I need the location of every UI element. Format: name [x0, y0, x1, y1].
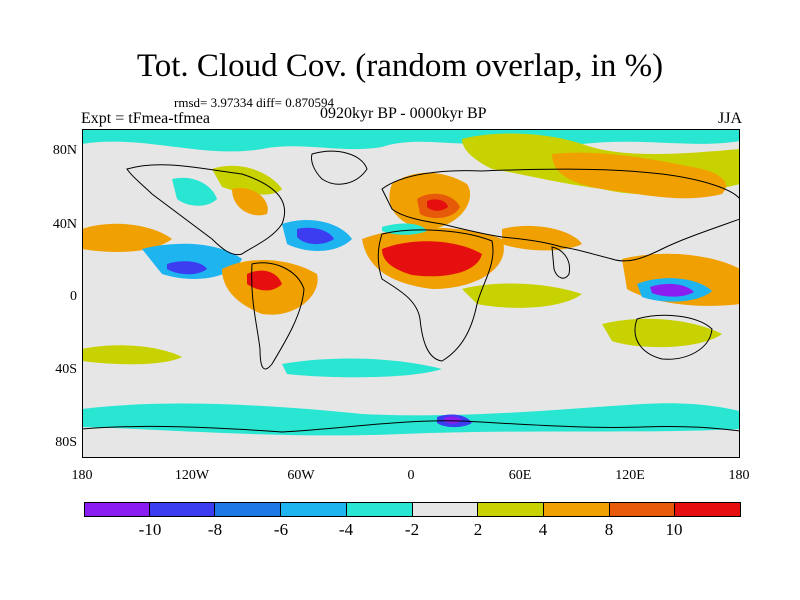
map-frame — [82, 129, 740, 458]
colorbar-swatch — [149, 502, 216, 516]
australia-coast — [634, 314, 713, 360]
colorbar-swatch — [478, 502, 544, 516]
colorbar-label: -8 — [207, 520, 223, 539]
pacific-orange-w — [82, 223, 172, 252]
colorbar-swatch — [543, 502, 610, 516]
statistics-text: rmsd= 3.97334 diff= 0.870594 — [174, 95, 334, 110]
na-cyan — [172, 177, 217, 206]
colorbar-label: -4 — [338, 520, 354, 539]
na-orange — [232, 188, 268, 216]
colorbar-swatch — [346, 502, 413, 516]
cloud-cover-map — [82, 129, 740, 458]
colorbar-label: 2 — [473, 520, 483, 539]
eurasia-coast — [381, 168, 740, 262]
siberia-orange — [552, 152, 726, 199]
colorbar-label: 10 — [665, 520, 683, 539]
colorbar-label: -10 — [138, 520, 162, 539]
lon-label-120w: 120W — [174, 468, 210, 483]
lat-label-80s: 80S — [55, 435, 77, 450]
colorbar — [84, 502, 741, 516]
colorbar-swatch — [281, 502, 347, 516]
lat-label-80n: 80N — [52, 143, 77, 158]
antarctic-cyan — [82, 403, 740, 436]
sa-red — [247, 270, 282, 291]
plot-title: Tot. Cloud Cov. (random overlap, in %) — [136, 48, 664, 84]
lat-label-0: 0 — [70, 289, 77, 304]
so-cyan — [282, 358, 442, 378]
so-yellow — [82, 345, 182, 365]
lat-label-40s: 40S — [55, 362, 77, 377]
antarctic-purple — [444, 416, 462, 424]
lon-label-180w: 180 — [71, 468, 93, 483]
lon-label-60w: 60W — [287, 468, 315, 483]
arctic-cyan — [82, 129, 740, 152]
colorbar-swatch — [675, 502, 741, 516]
colorbar-label: 4 — [538, 520, 548, 539]
india-coast — [551, 246, 571, 279]
pacific-cyan — [142, 243, 242, 279]
asia-yellow — [462, 283, 582, 308]
asia-orange — [502, 225, 582, 251]
australia-yellow — [602, 318, 722, 348]
antarctica-coast — [82, 420, 740, 433]
coastlines — [82, 150, 740, 433]
colorbar-swatch — [84, 502, 150, 516]
colorbar-label: 8 — [604, 520, 614, 539]
north-america-coast — [126, 164, 286, 256]
pacific-blue — [167, 261, 207, 275]
atlantic-blue — [297, 227, 334, 245]
africa-coast — [377, 229, 494, 362]
colorbar-label: -6 — [273, 520, 289, 539]
anomaly-fields — [82, 129, 740, 436]
lat-label-40n: 40N — [52, 217, 77, 232]
season-label: JJA — [717, 110, 742, 127]
period-label: 0920kyr BP - 0000kyr BP — [320, 105, 487, 122]
colorbar-swatch — [215, 502, 282, 516]
colorbar-swatch — [412, 502, 479, 516]
south-america-coast — [251, 262, 305, 370]
sahara-red — [382, 241, 482, 277]
europe-core — [427, 199, 448, 211]
greenland-coast — [311, 150, 368, 185]
maritime-purple — [650, 283, 694, 297]
lon-label-180e: 180 — [728, 468, 750, 483]
lon-label-0: 0 — [407, 468, 415, 483]
experiment-label: Expt = tFmea-tfmea — [81, 110, 210, 127]
colorbar-label: -2 — [404, 520, 420, 539]
na-yellow — [212, 165, 282, 195]
colorbar-swatch — [609, 502, 676, 516]
lon-label-120e: 120E — [615, 468, 645, 483]
lon-label-60e: 60E — [508, 468, 532, 483]
